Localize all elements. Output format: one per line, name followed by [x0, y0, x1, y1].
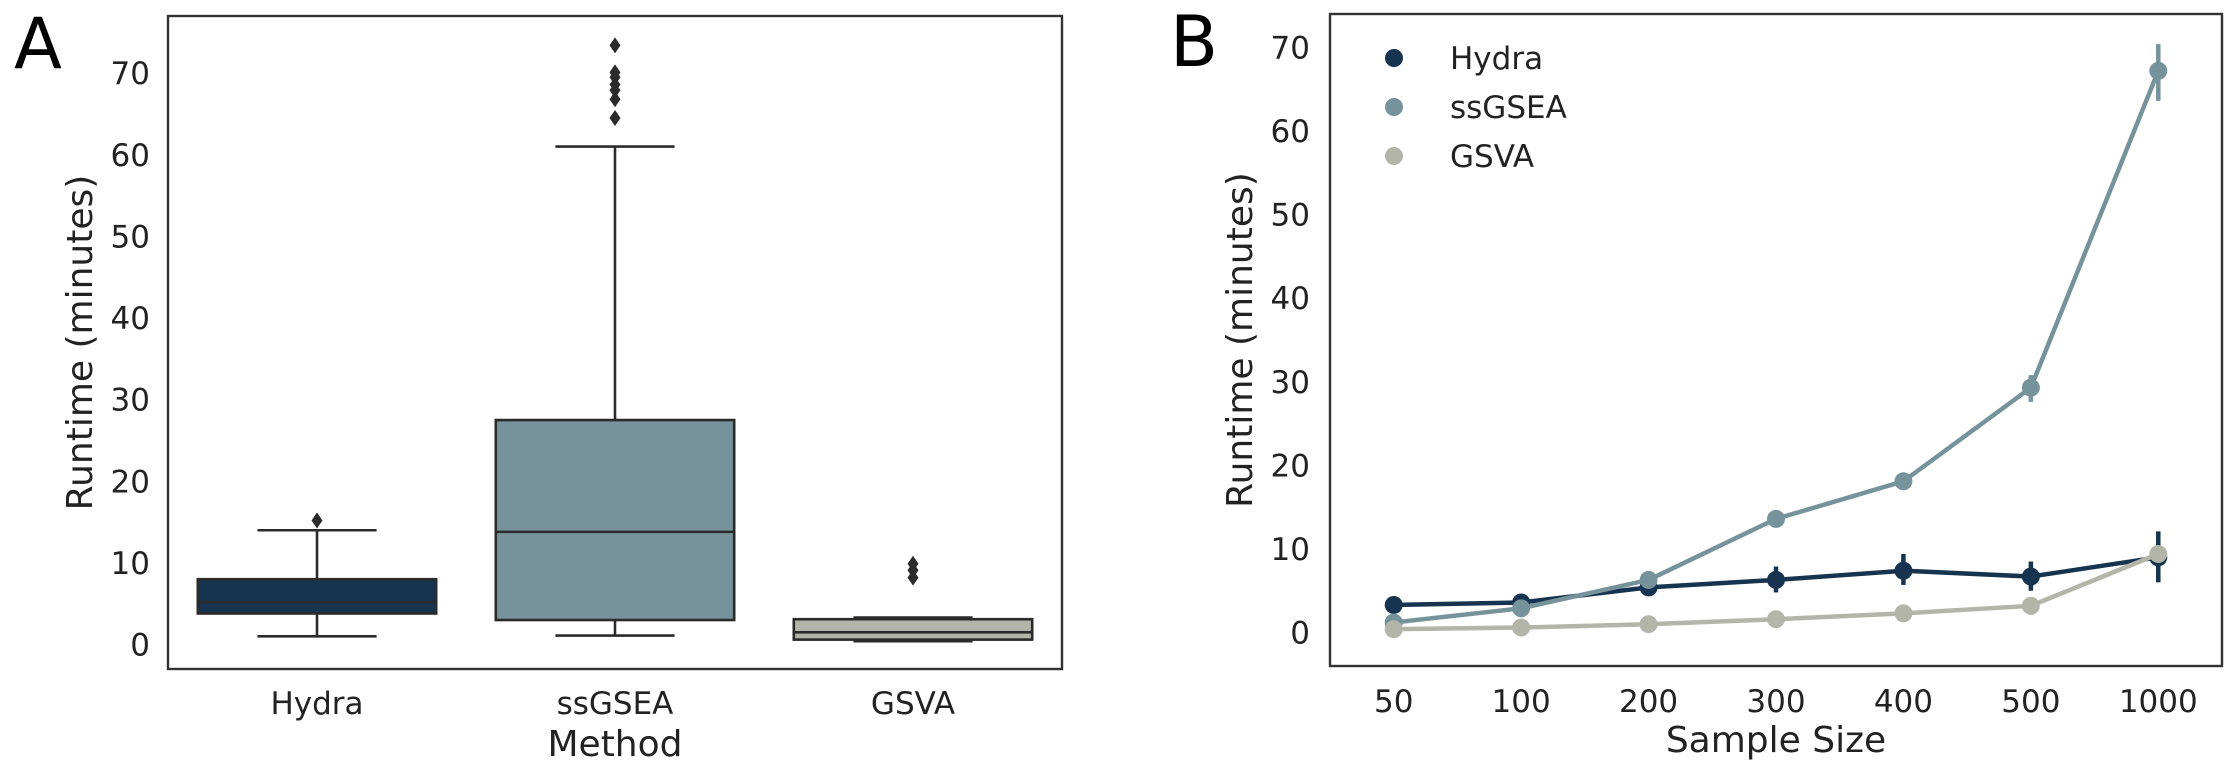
y-tick-label: 40 [111, 301, 150, 337]
x-tick-label: 1000 [2119, 684, 2198, 720]
y-tick-label: 0 [130, 628, 150, 664]
legend-label: Hydra [1450, 41, 1543, 77]
x-tick-label: 100 [1492, 684, 1551, 720]
y-axis-label: Runtime (minutes) [1220, 172, 1261, 508]
outlier-point [609, 37, 621, 54]
plot-frame [1328, 12, 2224, 668]
x-tick-label: ssGSEA [557, 686, 674, 722]
legend: Hydra ssGSEA GSVA [1385, 41, 1567, 175]
legend-label: GSVA [1450, 139, 1534, 175]
outlier-point [609, 91, 621, 108]
data-point [2149, 61, 2168, 80]
x-axis-label: Method [547, 724, 682, 765]
data-point [1894, 561, 1913, 580]
y-tick-label: 70 [111, 56, 150, 92]
data-point [2021, 378, 2040, 397]
data-point [1639, 570, 1658, 589]
x-tick-label: Hydra [270, 686, 363, 722]
legend-marker [1385, 98, 1403, 116]
y-tick-label: 50 [111, 219, 150, 255]
data-point [1767, 570, 1785, 589]
y-tick-label: 10 [1271, 532, 1310, 568]
x-tick-label: 200 [1619, 684, 1678, 720]
x-tick-label: 400 [1874, 684, 1933, 720]
data-point [1639, 615, 1658, 634]
outlier-point [311, 512, 323, 529]
data-point [2149, 544, 2168, 563]
data-point [1894, 472, 1913, 491]
data-point [1767, 509, 1785, 528]
series-gsva [1384, 544, 2168, 639]
y-tick-label: 30 [111, 383, 150, 419]
plot-frame [166, 14, 1064, 671]
series-hydra [1384, 531, 2168, 614]
legend-marker [1385, 49, 1403, 67]
data-point [2021, 567, 2040, 586]
y-tick-label: 70 [1271, 30, 1310, 66]
data-point [2021, 596, 2040, 615]
data-point [1384, 620, 1403, 639]
outlier-point [609, 110, 621, 127]
box-gsva [792, 555, 1034, 643]
panel-a-label: A [14, 3, 62, 85]
y-tick-label: 30 [1271, 365, 1310, 401]
outlier-point [609, 64, 621, 81]
data-point [1512, 599, 1531, 618]
outlier-point [907, 555, 919, 572]
x-tick-label: 50 [1374, 684, 1413, 720]
y-tick-label: 20 [111, 464, 150, 500]
y-tick-label: 40 [1271, 281, 1310, 317]
legend-marker [1385, 147, 1403, 165]
legend-label: ssGSEA [1450, 90, 1567, 126]
y-tick-label: 0 [1290, 616, 1310, 652]
panel-b-label: B [1170, 1, 1218, 83]
y-tick-label: 20 [1271, 448, 1310, 484]
iqr-box [792, 617, 1034, 641]
chart-b-runtime-by-sample-size: 0 10 20 30 40 50 60 70 Runtime (minutes) 50 100 200… [1220, 12, 2224, 761]
box-hydra [196, 512, 438, 638]
y-tick-label: 10 [111, 546, 150, 582]
data-point [1894, 604, 1913, 623]
iqr-box [494, 418, 736, 622]
x-axis-label: Sample Size [1666, 720, 1886, 761]
y-tick-label: 60 [111, 138, 150, 174]
x-tick-label: GSVA [871, 686, 955, 722]
data-point [1767, 610, 1785, 629]
iqr-box [196, 577, 438, 615]
y-tick-label: 60 [1271, 114, 1310, 150]
x-tick-label: 500 [2001, 684, 2060, 720]
y-tick-label: 50 [1271, 198, 1310, 234]
box-ssgsea [494, 37, 736, 637]
data-point [1384, 595, 1403, 614]
y-axis-label: Runtime (minutes) [60, 175, 101, 511]
series-ssgsea [1384, 44, 2168, 632]
chart-a-runtime-by-method: 0 10 20 30 40 50 60 70 Runtime (minutes) Hydra ssG… [60, 14, 1064, 765]
data-point [1512, 618, 1531, 637]
x-tick-label: 300 [1746, 684, 1805, 720]
